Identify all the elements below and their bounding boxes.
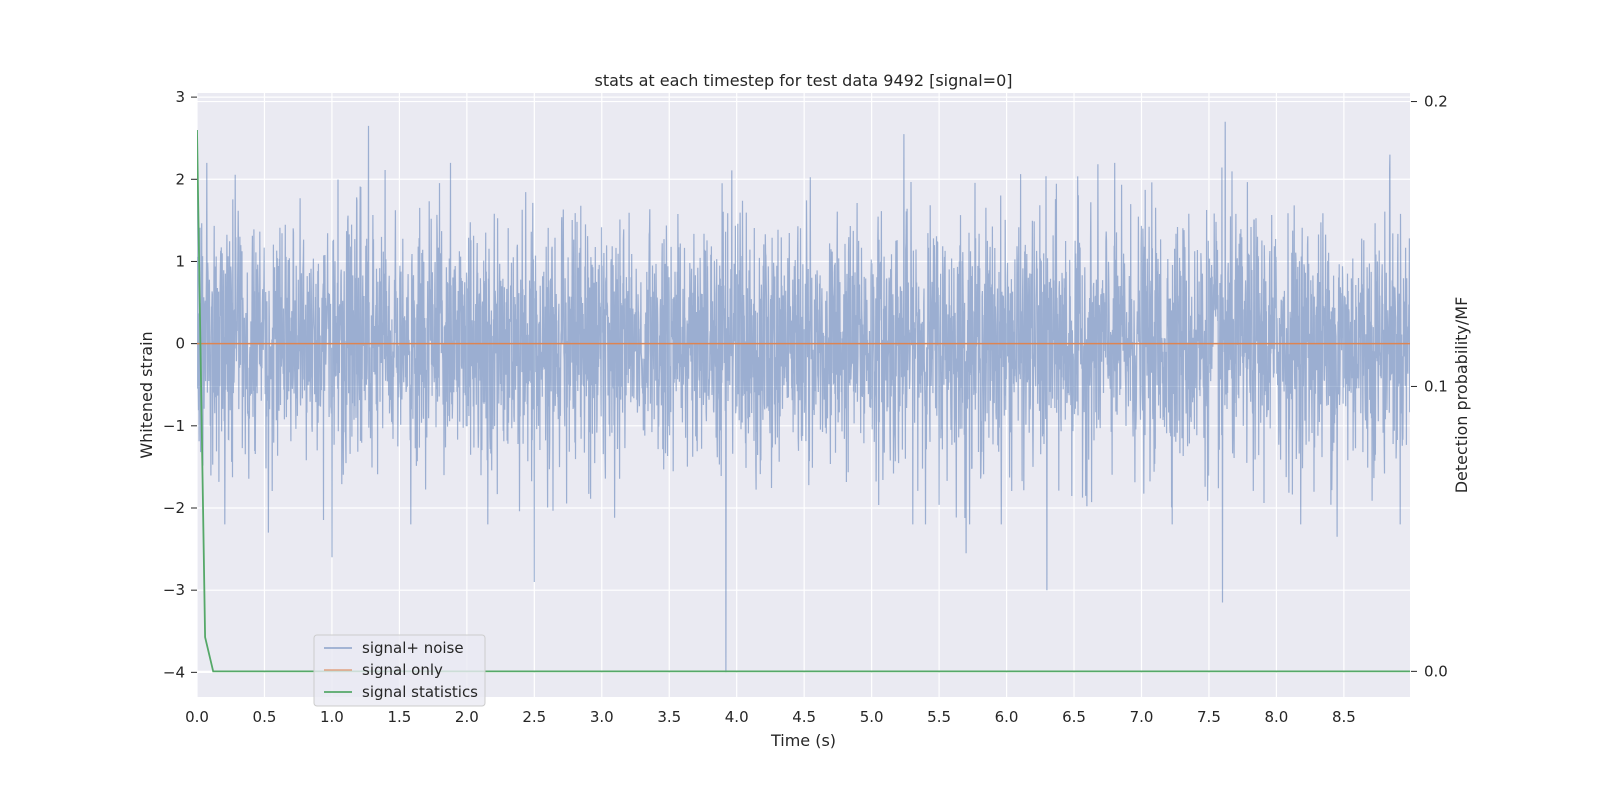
y-tick-label: 1 xyxy=(175,252,185,270)
y-tick-label: −4 xyxy=(163,663,185,681)
x-tick-label: 5.0 xyxy=(860,708,884,726)
x-tick-labels: 0.0 0.5 1.0 1.5 2.0 2.5 3.0 3.5 4.0 4.5 5.0 5.5 6.0 6… xyxy=(185,708,1356,726)
y-axis-label: Whitened strain xyxy=(137,331,156,458)
y-tick-label: −1 xyxy=(163,417,185,435)
chart-title: stats at each timestep for test data 949… xyxy=(594,71,1012,90)
x-tick-label: 7.0 xyxy=(1130,708,1154,726)
x-tick-label: 6.5 xyxy=(1062,708,1086,726)
series-signal-plus-noise xyxy=(197,121,1410,673)
x-tick-label: 8.0 xyxy=(1264,708,1288,726)
x-tick-label: 0.0 xyxy=(185,708,209,726)
y-tick-label: 0 xyxy=(175,335,185,353)
x-tick-label: 5.5 xyxy=(927,708,951,726)
x-tick-label: 1.0 xyxy=(320,708,344,726)
y2-tick-label: 0.1 xyxy=(1424,377,1448,395)
plot-area xyxy=(197,93,1410,697)
x-tick-label: 8.5 xyxy=(1332,708,1356,726)
legend-label-signal-plus-noise: signal+ noise xyxy=(362,639,464,657)
legend-label-signal-only: signal only xyxy=(362,661,443,679)
legend: signal+ noise signal only signal statist… xyxy=(313,634,486,707)
x-tick-label: 2.5 xyxy=(522,708,546,726)
y-tick-label: 3 xyxy=(175,88,185,106)
x-axis-label: Time (s) xyxy=(770,731,836,750)
legend-label-signal-statistics: signal statistics xyxy=(362,683,478,701)
x-tick-label: 0.5 xyxy=(253,708,277,726)
y2-tick-label: 0.0 xyxy=(1424,662,1448,680)
x-tick-label: 4.5 xyxy=(792,708,816,726)
legend-box xyxy=(313,634,486,707)
y2-axis-label: Detection probability/MF xyxy=(1452,297,1471,494)
x-tick-label: 1.5 xyxy=(387,708,411,726)
y-tick-label: −2 xyxy=(163,499,185,517)
y-tick-label: −3 xyxy=(163,581,185,599)
x-tick-label: 4.0 xyxy=(725,708,749,726)
x-tick-label: 6.0 xyxy=(995,708,1019,726)
y2-tick-label: 0.2 xyxy=(1424,93,1448,111)
y-tick-labels: 3 2 1 0 −1 −2 −3 −4 xyxy=(163,88,197,681)
series-signal-statistics xyxy=(197,129,1410,673)
y2-tick-labels: 0.2 0.1 0.0 xyxy=(1411,93,1448,680)
x-tick-label: 3.0 xyxy=(590,708,614,726)
y-tick-label: 2 xyxy=(175,170,185,188)
x-tick-label: 7.5 xyxy=(1197,708,1221,726)
x-tick-label: 3.5 xyxy=(657,708,681,726)
x-tick-label: 2.0 xyxy=(455,708,479,726)
